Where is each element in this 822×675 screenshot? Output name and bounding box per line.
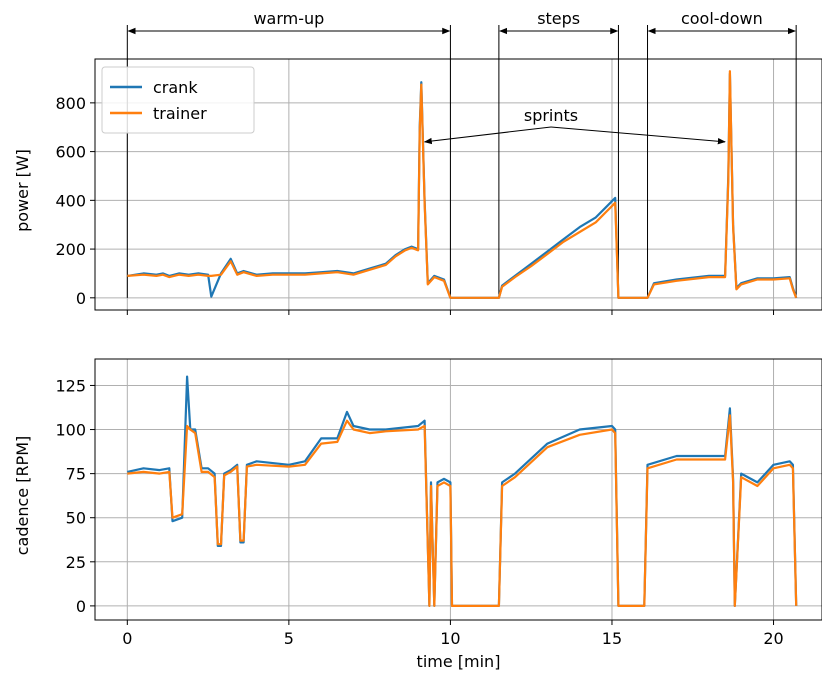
y-tick-label: 400 xyxy=(55,191,86,210)
power-ticks: 0 200 400 600 800 xyxy=(55,94,775,315)
power-axes: warm-up steps cool-down sprints 0 200 400 600 8… xyxy=(13,9,822,315)
y-tick-label: 200 xyxy=(55,240,86,259)
phase-label: steps xyxy=(537,9,580,28)
sprints-label: sprints xyxy=(524,106,578,125)
cadence-ylabel: cadence [RPM] xyxy=(13,436,32,556)
x-tick-label: 0 xyxy=(122,629,132,648)
sprint-arrow xyxy=(550,126,726,145)
y-tick-label: 0 xyxy=(76,597,86,616)
sprint-arrow xyxy=(423,126,552,145)
y-tick-label: 800 xyxy=(55,94,86,113)
phase-label: warm-up xyxy=(253,9,324,28)
time-xlabel: time [min] xyxy=(417,652,501,671)
cadence-series xyxy=(127,375,798,608)
y-tick-label: 600 xyxy=(55,143,86,162)
power-series xyxy=(127,70,798,299)
x-tick-label: 15 xyxy=(602,629,622,648)
y-tick-label: 125 xyxy=(55,376,86,395)
cadence-grid xyxy=(95,359,822,620)
y-tick-label: 100 xyxy=(55,421,86,440)
series-line-trainer xyxy=(127,70,798,299)
cadence-axes: 0 5 10 15 20 0 25 50 75 100 125 cadence [RPM] time… xyxy=(13,358,822,671)
x-tick-label: 5 xyxy=(284,629,294,648)
legend-box xyxy=(101,66,255,134)
cadence-ticks: 0 5 10 15 20 0 25 50 75 100 125 xyxy=(55,376,783,648)
power-frame xyxy=(94,58,822,311)
legend-label-trainer: trainer xyxy=(153,104,207,123)
phase-label: cool-down xyxy=(681,9,763,28)
x-tick-label: 20 xyxy=(763,629,783,648)
legend-label-crank: crank xyxy=(153,78,198,97)
y-tick-label: 25 xyxy=(66,553,86,572)
y-tick-label: 50 xyxy=(66,509,86,528)
x-tick-label: 10 xyxy=(440,629,460,648)
phase-annotations: warm-up steps cool-down sprints xyxy=(126,9,797,298)
series-line-trainer xyxy=(127,414,798,608)
legend: crank trainer xyxy=(101,66,255,134)
series-line-crank xyxy=(127,375,798,608)
y-tick-label: 0 xyxy=(76,289,86,308)
y-tick-label: 75 xyxy=(66,465,86,484)
power-ylabel: power [W] xyxy=(13,149,32,232)
cadence-frame xyxy=(94,358,822,621)
